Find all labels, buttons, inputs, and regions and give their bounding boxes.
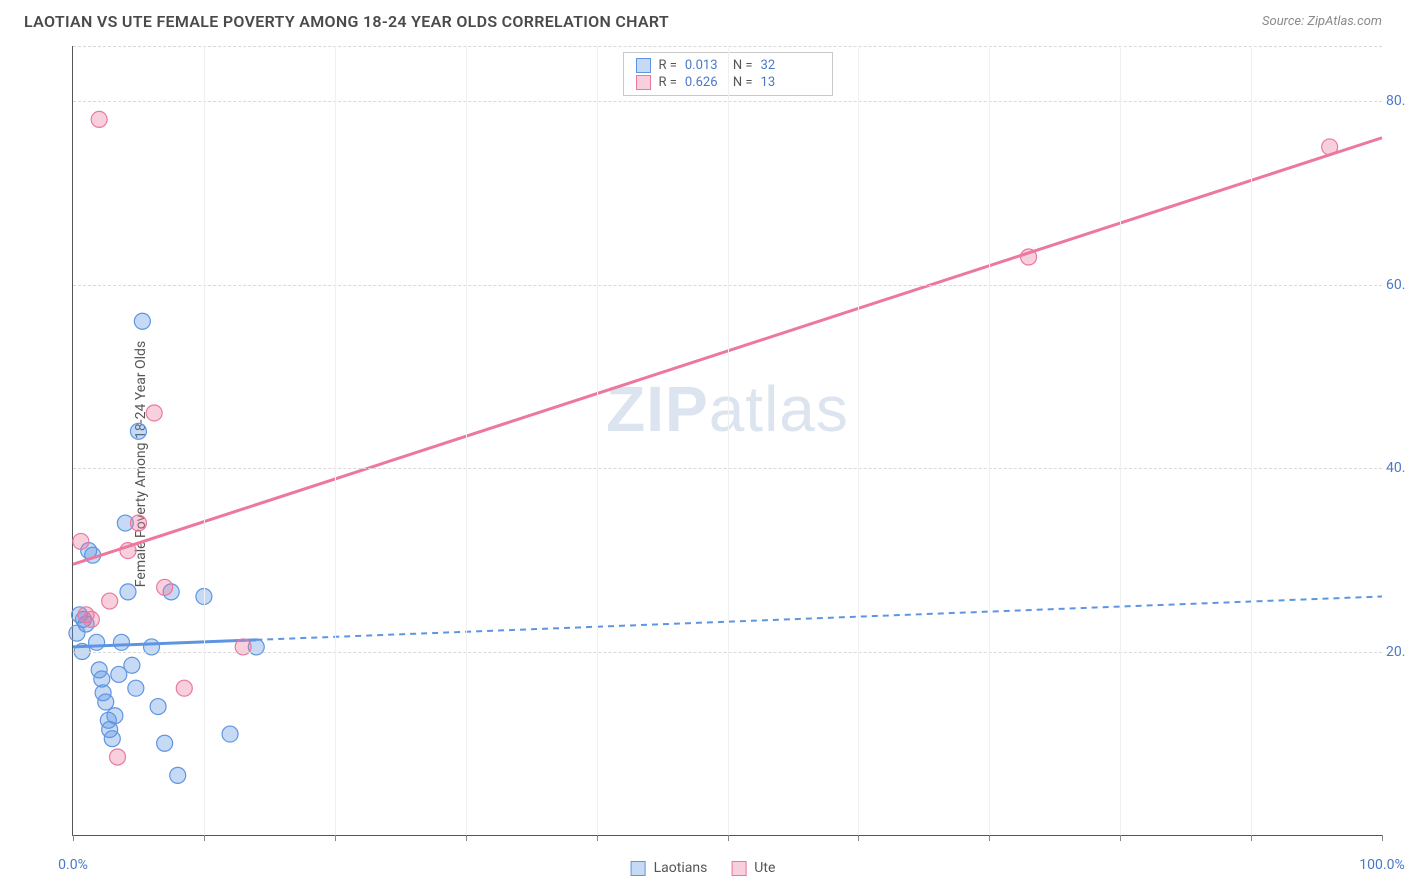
data-point xyxy=(91,111,107,127)
data-point xyxy=(157,735,173,751)
data-point xyxy=(130,423,146,439)
x-tick-label: 100.0% xyxy=(1359,857,1404,873)
y-tick-label: 80.0% xyxy=(1386,93,1406,109)
swatch-icon xyxy=(636,75,651,90)
swatch-icon xyxy=(731,861,746,876)
data-point xyxy=(128,680,144,696)
data-point xyxy=(124,657,140,673)
swatch-icon xyxy=(636,58,651,73)
data-point xyxy=(110,749,126,765)
data-point xyxy=(107,708,123,724)
data-point xyxy=(120,584,136,600)
data-point xyxy=(130,515,146,531)
data-point xyxy=(102,593,118,609)
swatch-icon xyxy=(631,861,646,876)
data-point xyxy=(176,680,192,696)
trend-line-dashed xyxy=(256,596,1382,639)
data-point xyxy=(146,405,162,421)
data-point xyxy=(222,726,238,742)
data-point xyxy=(134,313,150,329)
data-point xyxy=(144,639,160,655)
y-tick-label: 60.0% xyxy=(1386,277,1406,293)
legend-item: Ute xyxy=(731,860,775,876)
y-tick-label: 20.0% xyxy=(1386,644,1406,660)
plot-area: ZIPatlas R = 0.013 N = 32 R = 0.626 N = … xyxy=(72,46,1382,836)
source-attribution: Source: ZipAtlas.com xyxy=(1262,14,1382,29)
y-tick-label: 40.0% xyxy=(1386,460,1406,476)
data-point xyxy=(113,634,129,650)
legend-item: Laotians xyxy=(631,860,708,876)
data-point xyxy=(170,767,186,783)
chart-title: LAOTIAN VS UTE FEMALE POVERTY AMONG 18-2… xyxy=(24,12,669,31)
data-point xyxy=(104,731,120,747)
data-point xyxy=(83,611,99,627)
chart-container: Female Poverty Among 18-24 Year Olds ZIP… xyxy=(24,46,1382,882)
data-point xyxy=(235,639,251,655)
series-legend: Laotians Ute xyxy=(631,860,776,876)
data-point xyxy=(89,634,105,650)
title-bar: LAOTIAN VS UTE FEMALE POVERTY AMONG 18-2… xyxy=(0,0,1406,39)
data-point xyxy=(98,694,114,710)
data-point xyxy=(157,579,173,595)
data-point xyxy=(73,533,89,549)
x-tick-label: 0.0% xyxy=(58,857,88,873)
data-point xyxy=(150,699,166,715)
